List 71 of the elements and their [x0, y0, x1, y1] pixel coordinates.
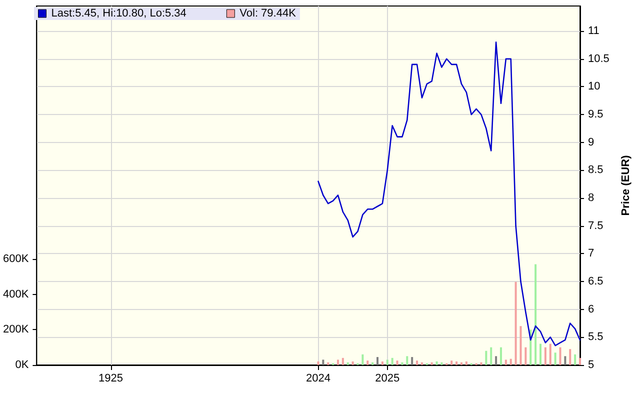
bar	[480, 362, 482, 365]
bar	[460, 362, 462, 365]
x-tick-label: 2025	[375, 372, 400, 384]
bar	[574, 354, 576, 365]
bar	[342, 358, 344, 365]
y-tick-label: 6.5	[588, 276, 604, 288]
y-tick-label: 8.5	[588, 164, 604, 176]
y2-tick-label: 200K	[2, 324, 30, 336]
bar	[564, 356, 566, 365]
y-axis-title: Price (EUR)	[620, 154, 632, 216]
x-tick-label: 1925	[98, 372, 124, 384]
y-tick-label: 8	[588, 192, 594, 204]
bar	[504, 360, 507, 365]
bar	[456, 361, 458, 365]
bar	[391, 358, 394, 365]
bar	[317, 361, 320, 365]
x-tick-label: 2024	[306, 372, 330, 384]
bar	[520, 326, 522, 365]
y-tick-label: 9.5	[588, 108, 604, 121]
bar	[436, 361, 438, 365]
bar	[376, 357, 378, 365]
bar	[366, 360, 369, 365]
bar	[396, 360, 398, 365]
bar	[539, 344, 542, 365]
bar	[346, 362, 349, 365]
y-tick-label: 7	[588, 248, 594, 260]
y2-tick-label: 0K	[15, 359, 30, 371]
bar	[386, 360, 388, 365]
bar	[559, 347, 562, 365]
y-tick-label: 5	[588, 359, 594, 371]
bar	[544, 347, 546, 365]
bar	[327, 362, 330, 365]
bar	[495, 356, 498, 365]
bar	[524, 347, 527, 365]
bar	[430, 362, 433, 365]
bar	[569, 349, 572, 365]
y2-tick-label: 600K	[2, 252, 30, 265]
bar	[534, 264, 537, 365]
bar	[372, 362, 374, 365]
bar	[514, 282, 517, 365]
bar	[554, 352, 556, 365]
y2-tick-label: 400K	[2, 288, 30, 300]
bar	[416, 360, 418, 365]
legend-label: Last:5.45, Hi:10.80, Lo:5.34	[51, 8, 186, 20]
bar	[450, 360, 453, 365]
y-tick-label: 9	[588, 136, 594, 148]
y-tick-label: 10.5	[588, 52, 610, 65]
y-tick-label: 5.5	[588, 331, 604, 344]
bar	[322, 360, 324, 365]
legend-label: Vol: 79.44K	[240, 8, 297, 20]
bar	[352, 361, 354, 365]
bar	[411, 357, 414, 365]
bar	[406, 356, 408, 365]
bar	[401, 362, 404, 365]
bar	[336, 360, 339, 365]
y-tick-label: 11	[588, 25, 600, 38]
bar	[465, 361, 468, 365]
bar	[510, 358, 512, 365]
bar	[490, 347, 492, 365]
bar	[420, 362, 423, 365]
bar	[500, 347, 502, 365]
y-tick-label: 10	[588, 80, 600, 93]
line-series	[318, 42, 581, 346]
bar	[440, 362, 443, 365]
bar	[549, 344, 552, 365]
bar	[362, 354, 364, 365]
bar	[485, 350, 488, 365]
bar	[579, 358, 581, 365]
bar	[381, 361, 384, 365]
y-tick-label: 7.5	[588, 220, 604, 232]
y-tick-label: 6	[588, 303, 594, 316]
